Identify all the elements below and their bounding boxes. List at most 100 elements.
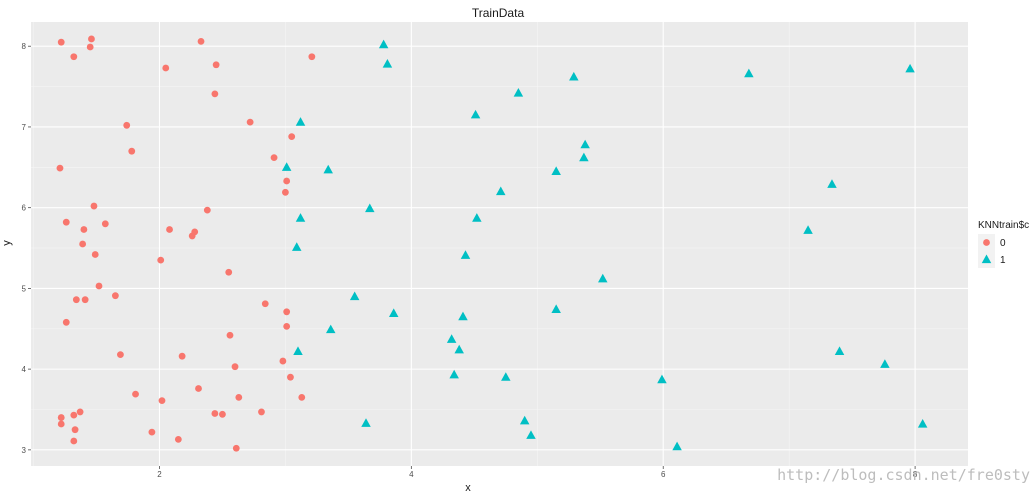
data-point-triangle xyxy=(458,311,468,321)
y-tick-label: 7 xyxy=(22,123,27,132)
data-point-circle xyxy=(226,331,234,339)
y-tick-label: 8 xyxy=(22,42,27,51)
data-point-triangle xyxy=(580,139,590,149)
data-point-triangle xyxy=(551,304,561,313)
data-point-triangle xyxy=(834,346,845,355)
data-point-circle xyxy=(308,53,316,61)
minor-gridlines xyxy=(31,22,968,466)
data-point-circle xyxy=(197,37,205,45)
data-point-circle xyxy=(157,256,165,264)
legend-label: 1 xyxy=(1000,255,1006,266)
data-point-triangle xyxy=(378,39,389,49)
data-point-triangle xyxy=(325,324,336,334)
data-point-circle xyxy=(86,43,94,51)
data-point-circle xyxy=(203,206,211,214)
data-point-circle xyxy=(270,154,278,162)
data-point-circle xyxy=(174,435,182,443)
data-point-circle xyxy=(70,437,78,445)
data-point-triangle xyxy=(905,63,915,73)
data-points xyxy=(56,35,928,452)
data-point-triangle xyxy=(569,71,579,81)
chart-title: TrainData xyxy=(472,6,525,20)
data-point-triangle xyxy=(598,273,608,283)
major-gridlines xyxy=(31,22,968,466)
data-point-circle xyxy=(178,352,186,360)
data-point-circle xyxy=(57,420,65,428)
watermark: http://blog.csdn.net/fre0sty xyxy=(777,466,1030,484)
data-point-triangle xyxy=(827,179,837,188)
data-point-circle xyxy=(211,410,219,417)
data-point-circle xyxy=(70,53,78,61)
data-point-circle xyxy=(212,61,220,69)
data-point-circle xyxy=(225,268,233,276)
data-point-circle xyxy=(111,292,119,300)
data-point-circle xyxy=(246,118,254,126)
series-1 xyxy=(281,39,928,451)
data-point-triangle xyxy=(526,430,536,439)
data-point-circle xyxy=(279,357,287,365)
data-point-circle xyxy=(288,133,296,141)
data-point-triangle xyxy=(803,225,813,234)
data-point-circle xyxy=(90,202,98,210)
data-point-circle xyxy=(195,385,202,392)
x-tick-label: 8 xyxy=(913,470,918,479)
data-point-circle xyxy=(231,363,239,371)
data-point-triangle xyxy=(454,344,464,354)
data-point-circle xyxy=(62,218,70,226)
data-point-circle xyxy=(283,308,291,316)
data-point-circle xyxy=(128,147,136,155)
legend-title: KNNtrain$c xyxy=(978,220,1029,231)
data-point-circle xyxy=(188,232,196,240)
data-point-triangle xyxy=(446,334,457,343)
data-point-triangle xyxy=(365,203,375,213)
data-point-circle xyxy=(91,251,99,258)
data-point-triangle xyxy=(349,291,360,301)
legend-key-triangle xyxy=(981,254,992,264)
y-tick-label: 5 xyxy=(22,284,27,293)
data-point-circle xyxy=(71,426,79,434)
data-point-circle xyxy=(79,240,87,248)
data-point-circle xyxy=(162,64,170,72)
data-point-triangle xyxy=(388,308,399,318)
data-point-circle xyxy=(117,351,124,358)
data-point-circle xyxy=(235,393,243,401)
data-point-triangle xyxy=(496,186,506,196)
data-point-circle xyxy=(72,296,80,304)
data-point-circle xyxy=(287,373,294,381)
x-tick-label: 6 xyxy=(661,470,666,479)
data-point-triangle xyxy=(472,213,482,222)
data-point-circle xyxy=(261,300,269,308)
data-point-circle xyxy=(132,390,139,398)
x-tick-label: 2 xyxy=(157,470,162,479)
data-point-circle xyxy=(283,322,291,330)
data-point-triangle xyxy=(295,117,306,126)
data-point-circle xyxy=(298,393,306,401)
data-point-circle xyxy=(95,282,103,290)
data-point-triangle xyxy=(917,419,928,428)
data-point-circle xyxy=(81,296,89,304)
axis-ticks xyxy=(28,45,916,469)
y-tick-label: 3 xyxy=(22,446,27,455)
y-axis-label: y xyxy=(1,240,13,246)
x-tick-labels: 2 4 6 8 xyxy=(157,470,918,479)
data-point-triangle xyxy=(672,441,682,451)
data-point-circle xyxy=(76,408,84,416)
data-point-triangle xyxy=(295,213,306,222)
legend-label: 0 xyxy=(1000,238,1006,249)
data-point-triangle xyxy=(382,58,393,68)
data-point-circle xyxy=(283,177,291,185)
data-point-triangle xyxy=(551,166,561,175)
data-point-circle xyxy=(62,318,70,326)
data-point-triangle xyxy=(291,242,302,251)
data-point-circle xyxy=(258,408,265,416)
data-point-triangle xyxy=(579,152,589,162)
y-tick-labels: 3 4 5 6 7 8 xyxy=(22,42,27,455)
data-point-triangle xyxy=(657,374,667,384)
data-point-triangle xyxy=(281,162,292,171)
data-point-triangle xyxy=(460,250,471,259)
data-point-circle xyxy=(148,428,156,436)
y-tick-label: 4 xyxy=(22,365,27,374)
plot-panel xyxy=(31,22,968,466)
legend-key-circle xyxy=(983,239,990,246)
